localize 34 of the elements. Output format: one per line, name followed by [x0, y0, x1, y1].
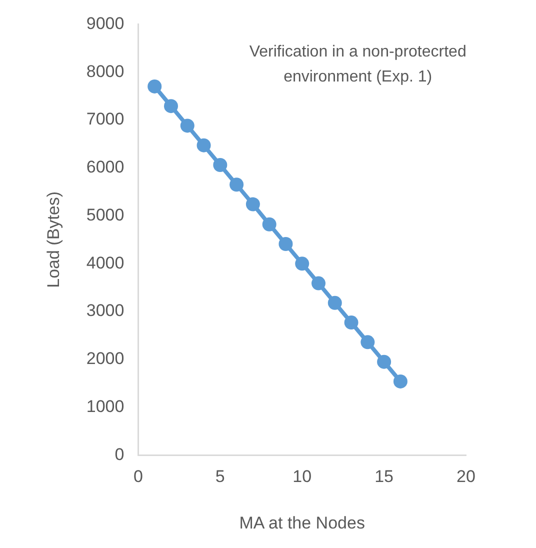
point	[360, 335, 375, 350]
y-tick-label: 1000	[86, 397, 124, 416]
point	[312, 276, 326, 290]
point	[196, 138, 211, 152]
text: Verification in a non-protecrted environment (Exp. 1)	[249, 44, 466, 86]
x-tick-label: 20	[456, 467, 476, 486]
x-tick-label: 0	[133, 467, 143, 486]
point	[393, 374, 408, 388]
point	[278, 237, 293, 252]
point	[295, 256, 310, 271]
y-tick-label: 2000	[86, 349, 124, 368]
y-tick-label: 0	[114, 444, 124, 464]
point	[164, 99, 178, 114]
x-tick-label: 10	[292, 467, 312, 486]
point	[180, 118, 194, 133]
y-tick-label: 7000	[86, 110, 124, 129]
point	[328, 296, 342, 310]
x-tick-label: 15	[374, 467, 394, 486]
point	[148, 79, 162, 94]
y-axis-title: Load (Bytes)	[44, 192, 63, 288]
point	[230, 178, 244, 192]
y-tick-label: 5000	[86, 205, 124, 224]
x-tick-label: 5	[215, 467, 225, 486]
y-tick-label: 9000	[86, 14, 124, 33]
y-tick-label: 8000	[86, 62, 124, 81]
x-axis-title: MA at the Nodes	[239, 513, 365, 532]
y-tick-label: 4000	[86, 253, 124, 272]
point	[213, 158, 228, 172]
point	[262, 217, 276, 232]
y-tick-label: 6000	[86, 158, 124, 177]
point	[377, 354, 392, 369]
y-tick-label: 3000	[86, 301, 124, 320]
point	[246, 197, 260, 212]
point	[344, 316, 358, 330]
